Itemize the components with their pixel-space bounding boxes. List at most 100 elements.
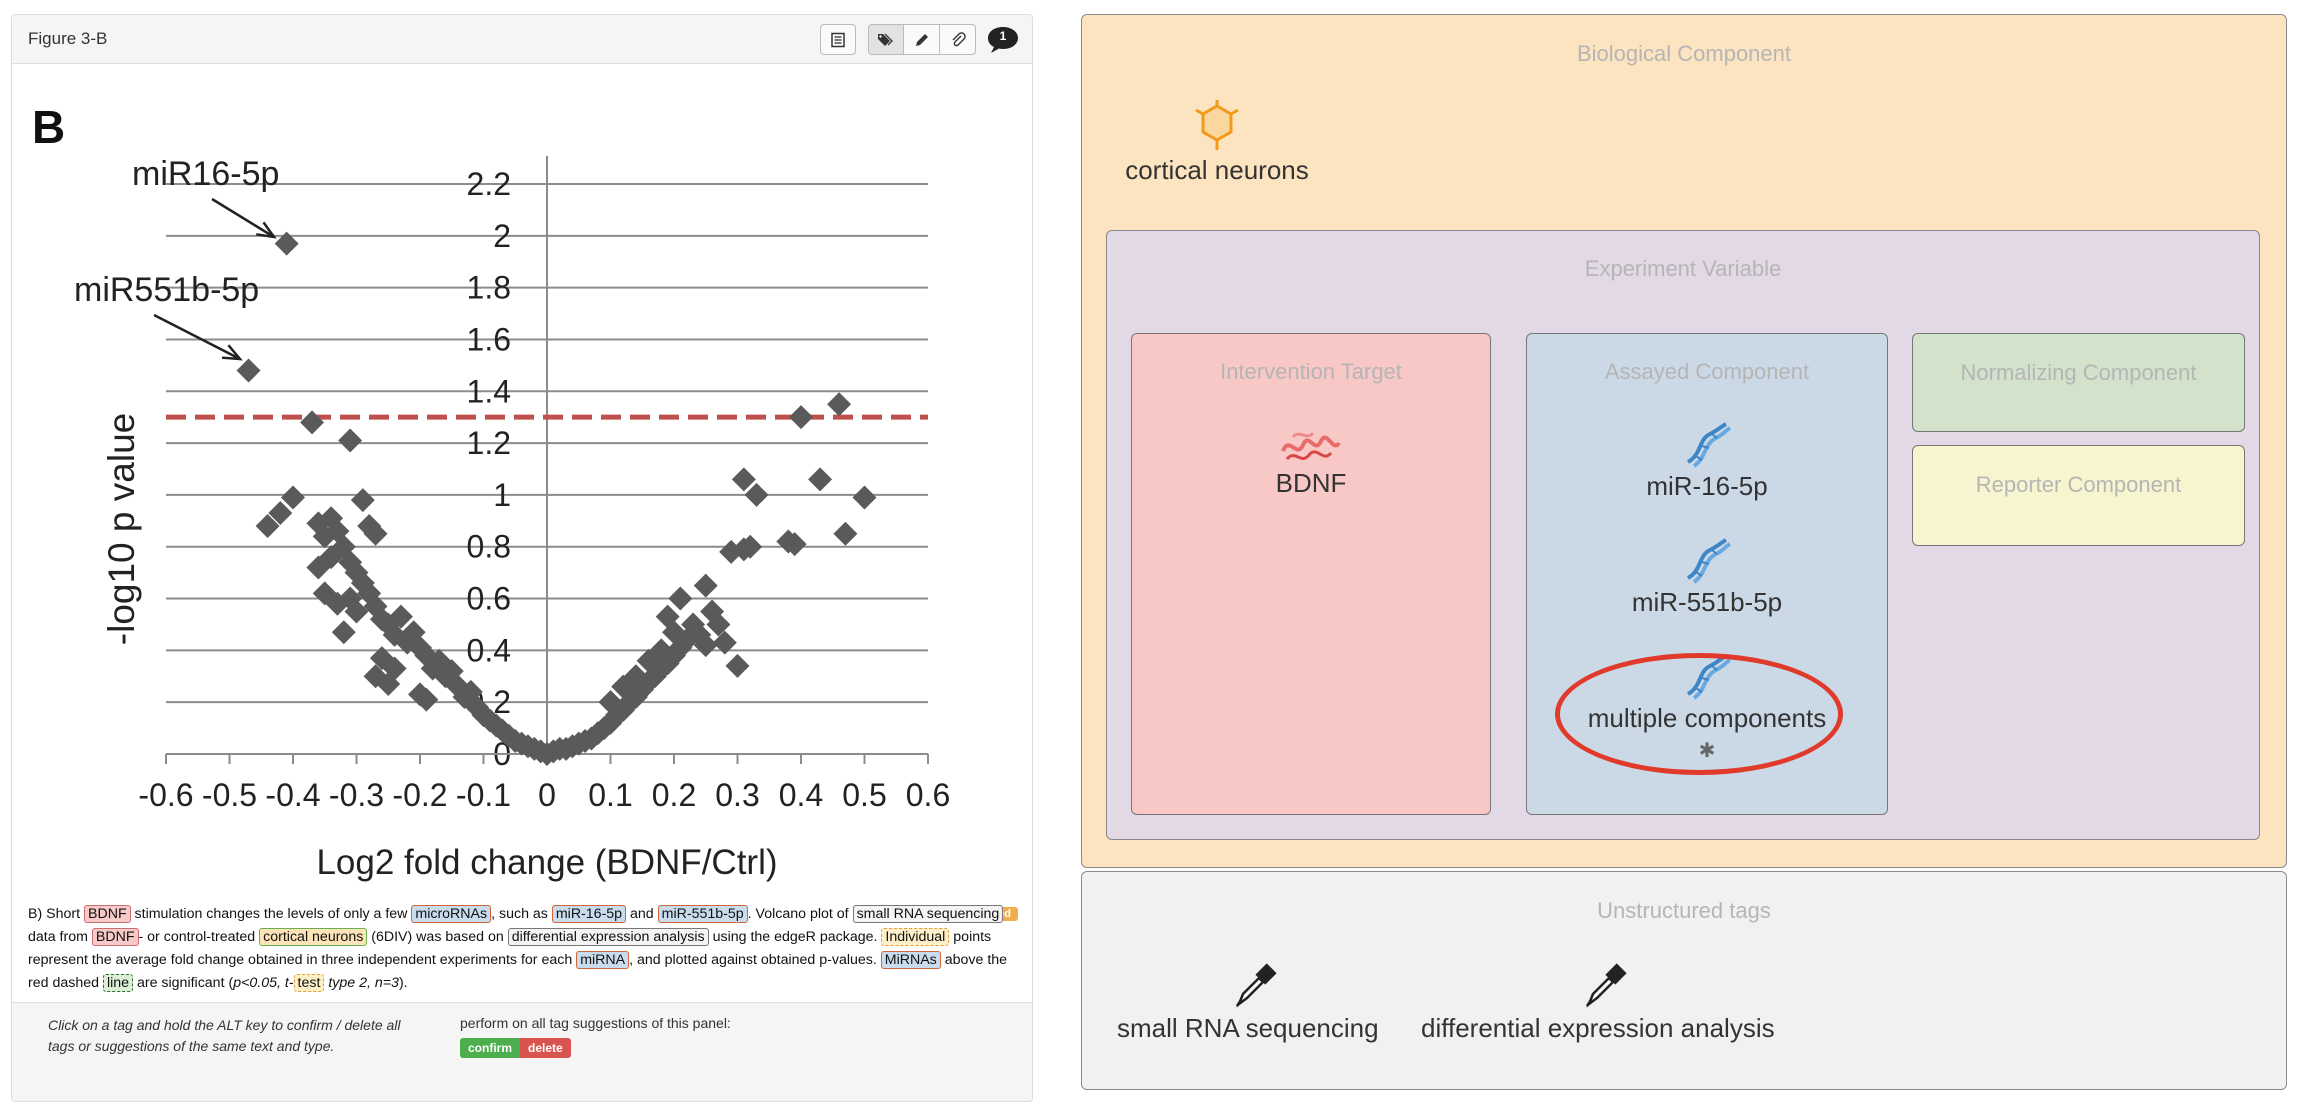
small-rna-sequencing-label: small RNA sequencing: [1117, 1013, 1379, 1043]
data-point: [376, 672, 401, 697]
figure-toolbar: 1: [820, 24, 1020, 55]
experiment-variable-title: Experiment Variable: [1584, 256, 1782, 281]
cortical-neurons-label: cortical neurons: [1125, 155, 1309, 185]
confirm-all-button[interactable]: confirm: [460, 1038, 521, 1058]
y-tick-label: 2: [493, 218, 511, 254]
data-point: [300, 410, 325, 435]
unstructured-tags-panel[interactable]: Unstructured tags: [1081, 871, 2287, 1090]
caption-text: using the edgeR package.: [708, 929, 882, 945]
x-tick-label: 0.4: [779, 777, 823, 813]
pipette-icon: [1583, 960, 1821, 1015]
caption-tag[interactable]: small RNA sequencing: [852, 905, 1004, 923]
cortical-neurons-tag[interactable]: cortical neurons: [1117, 100, 1317, 186]
small-rna-sequencing-tag[interactable]: small RNA sequencing: [1117, 960, 1407, 1044]
reporter-component-panel[interactable]: Reporter Component: [1912, 445, 2245, 546]
caption-tag[interactable]: cortical neurons: [259, 928, 368, 946]
data-point: [731, 467, 756, 492]
data-point: [693, 573, 718, 598]
caption-tag[interactable]: BDNF: [91, 928, 139, 946]
caption-text: stimulation changes the levels of only a…: [130, 906, 412, 922]
figure-panel: Figure 3-B 1 0 0.2 0.4 0.6 0.8 1 1.2 1.4 1.6 1.8 2…: [11, 14, 1033, 1102]
bdnf-tag[interactable]: BDNF: [1211, 425, 1411, 499]
volcano-chart: 0 0.2 0.4 0.6 0.8 1 1.2 1.4 1.6 1.8 2 2.2 -0.6 -0.5 -0…: [12, 69, 1032, 904]
delete-all-button[interactable]: delete: [520, 1038, 571, 1058]
x-axis-label: Log2 fold change (BDNF/Ctrl): [316, 843, 777, 882]
annotation-label: miR16-5p: [132, 155, 279, 193]
data-point: [852, 485, 877, 510]
normalizing-component-panel[interactable]: Normalizing Component: [1912, 333, 2245, 432]
mir-16-5p-tag[interactable]: miR-16-5p: [1607, 420, 1807, 502]
chart-svg: 00.20.40.60.811.21.41.61.822.2-0.6 -0.5 -0…: [32, 101, 950, 882]
intervention-target-panel[interactable]: Intervention Target: [1131, 333, 1491, 815]
data-point: [706, 612, 731, 637]
data-point: [719, 539, 744, 564]
dna-icon: [1682, 538, 1732, 590]
data-point: [744, 482, 769, 507]
pencil-icon[interactable]: [904, 24, 940, 55]
y-axis-label: -log10 p value: [101, 413, 142, 645]
y-tick-label: 0.4: [467, 632, 511, 668]
data-point: [274, 231, 299, 256]
x-tick-label: 0: [538, 777, 556, 813]
caption-tag[interactable]: BDNF: [83, 905, 131, 923]
data-point: [236, 358, 261, 383]
differential-expression-analysis-label: differential expression analysis: [1421, 1013, 1775, 1043]
table-icon[interactable]: [820, 24, 856, 55]
caption-text: and: [626, 906, 658, 922]
y-tick-label: 1.8: [467, 270, 511, 306]
data-point: [712, 630, 737, 655]
caption-tag[interactable]: miR-551b-5p: [657, 905, 748, 923]
y-tick-label: 1.2: [467, 425, 511, 461]
caption-tag[interactable]: test: [293, 974, 325, 992]
caption-tag[interactable]: Individual: [881, 928, 950, 946]
caption-tag[interactable]: miRNA: [576, 951, 630, 969]
highlight-circle: [1555, 653, 1843, 775]
caption-tag[interactable]: microRNAs: [411, 905, 492, 923]
data-point: [833, 521, 858, 546]
x-tick-label: 0.3: [715, 777, 759, 813]
y-tick-label: 1.6: [467, 321, 511, 357]
x-tick-label: -0.2: [392, 777, 447, 813]
data-point: [725, 653, 750, 678]
normalizing-component-title: Normalizing Component: [1960, 360, 2197, 385]
mir-16-5p-label: miR-16-5p: [1646, 471, 1768, 501]
annotation-arrowhead: [221, 344, 243, 361]
caption-tag[interactable]: MiRNAs: [880, 951, 941, 969]
data-point: [649, 638, 674, 663]
assayed-component-title: Assayed Component: [1604, 359, 1810, 384]
comment-icon[interactable]: 1: [986, 25, 1020, 55]
protein-icon: [1279, 431, 1343, 475]
figure-header: Figure 3-B 1: [12, 15, 1032, 64]
data-point: [319, 506, 344, 531]
neuron-icon: [1193, 100, 1241, 158]
x-tick-label: 0.2: [652, 777, 696, 813]
data-point: [281, 485, 305, 510]
caption-tag[interactable]: differential expression analysis: [507, 928, 709, 946]
paperclip-icon[interactable]: [940, 24, 976, 55]
data-point: [350, 488, 375, 513]
differential-expression-analysis-tag[interactable]: differential expression analysis: [1421, 960, 1821, 1044]
data-point: [782, 532, 807, 557]
data-point: [414, 687, 439, 712]
x-tick-label: -0.1: [456, 777, 511, 813]
caption-text: data from: [28, 929, 92, 945]
caption-text: are significant (: [133, 975, 234, 991]
mir-551b-5p-tag[interactable]: miR-551b-5p: [1607, 536, 1807, 618]
figure-title: Figure 3-B: [28, 29, 108, 48]
mir-551b-5p-label: miR-551b-5p: [1631, 587, 1783, 617]
caption-text: . Volcano plot of: [747, 906, 853, 922]
x-tick-label: 0.6: [906, 777, 950, 813]
x-tick-label: -0.4: [265, 777, 320, 813]
tag-icon[interactable]: [868, 24, 904, 55]
annotation-arrowhead: [256, 221, 277, 239]
dna-icon: [1682, 422, 1732, 474]
intervention-target-title: Intervention Target: [1220, 359, 1402, 384]
biological-component-title: Biological Component: [1576, 41, 1792, 66]
y-tick-label: 0.8: [467, 529, 511, 565]
data-point: [344, 599, 369, 624]
x-tick-label: -0.5: [202, 777, 257, 813]
caption-tag[interactable]: miR-16-5p: [551, 905, 627, 923]
caption-text: points represent the average fold change…: [28, 929, 992, 968]
caption-tag[interactable]: line: [102, 974, 134, 992]
y-tick-label: 0.6: [467, 581, 511, 617]
